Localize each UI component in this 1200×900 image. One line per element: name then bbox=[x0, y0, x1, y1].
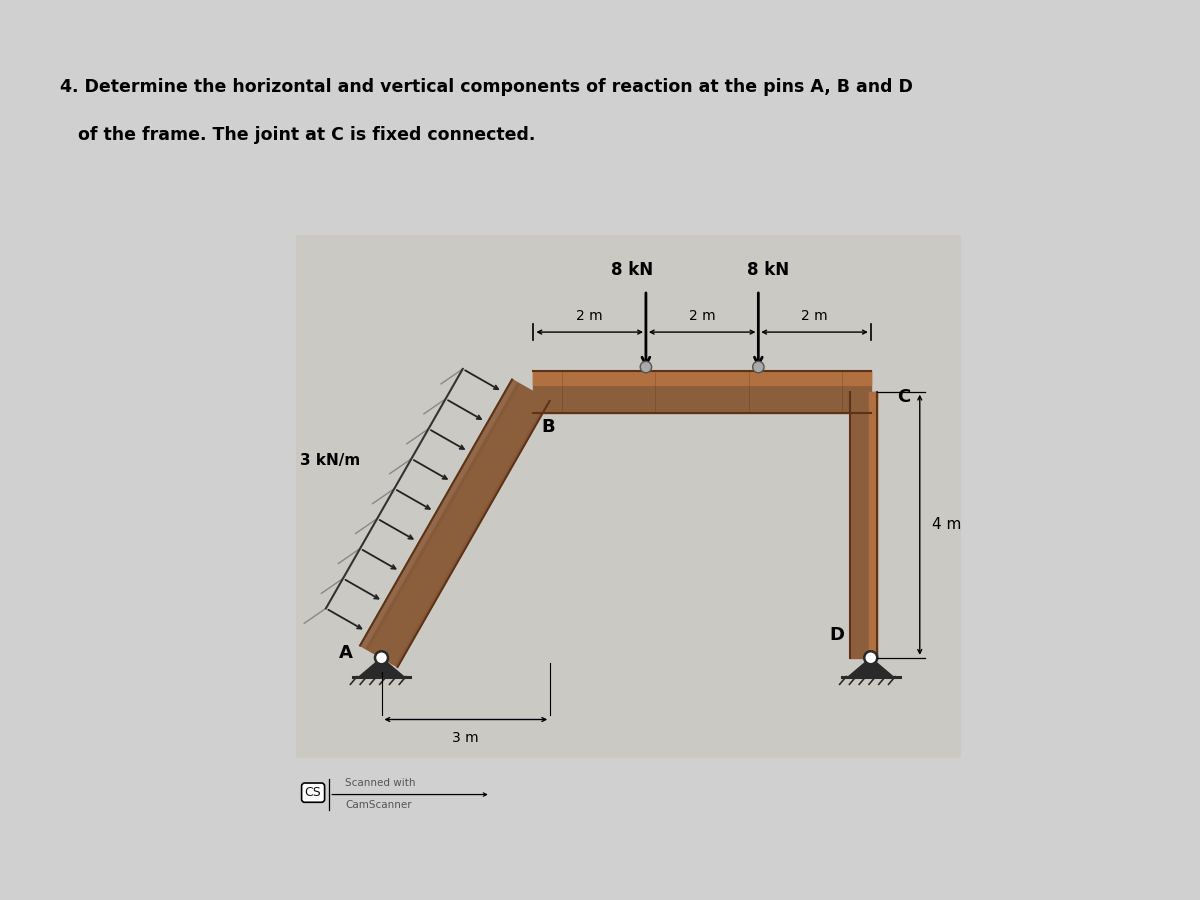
Text: 2 m: 2 m bbox=[802, 309, 828, 322]
Text: of the frame. The joint at C is fixed connected.: of the frame. The joint at C is fixed co… bbox=[60, 126, 535, 144]
Polygon shape bbox=[359, 658, 403, 677]
Text: CS: CS bbox=[305, 787, 322, 799]
Text: 4 m: 4 m bbox=[932, 518, 961, 532]
Polygon shape bbox=[848, 658, 893, 677]
Polygon shape bbox=[534, 371, 871, 385]
Text: Scanned with: Scanned with bbox=[346, 778, 416, 788]
Text: 2 m: 2 m bbox=[576, 309, 604, 322]
Polygon shape bbox=[534, 371, 871, 412]
Text: 2 m: 2 m bbox=[689, 309, 715, 322]
Text: C: C bbox=[898, 388, 911, 406]
Circle shape bbox=[752, 362, 764, 373]
Text: 8 kN: 8 kN bbox=[611, 261, 653, 279]
Circle shape bbox=[376, 652, 388, 664]
Polygon shape bbox=[850, 392, 877, 658]
Circle shape bbox=[641, 362, 652, 373]
Text: D: D bbox=[829, 626, 844, 644]
Polygon shape bbox=[869, 392, 877, 658]
Text: 3 m: 3 m bbox=[452, 731, 479, 745]
Text: 3 kN/m: 3 kN/m bbox=[300, 453, 360, 468]
Text: CamScanner: CamScanner bbox=[346, 800, 412, 810]
Polygon shape bbox=[360, 380, 550, 667]
Text: 4. Determine the horizontal and vertical components of reaction at the pins A, B: 4. Determine the horizontal and vertical… bbox=[60, 78, 913, 96]
Text: A: A bbox=[340, 644, 353, 662]
Circle shape bbox=[864, 652, 877, 664]
Text: B: B bbox=[541, 418, 554, 436]
Text: 8 kN: 8 kN bbox=[746, 261, 788, 279]
Bar bbox=[296, 235, 961, 758]
